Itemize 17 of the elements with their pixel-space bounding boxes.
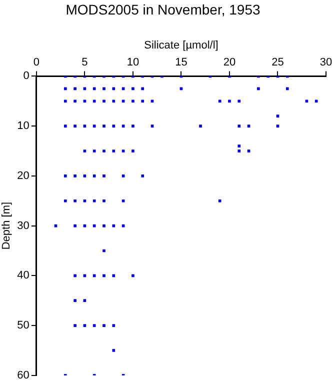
- y-tick-label: 0: [23, 70, 30, 82]
- y-tick-label: 10: [17, 120, 30, 132]
- y-tick-label: 50: [17, 320, 30, 332]
- x-tick-label: 0: [33, 56, 40, 69]
- chart-title: MODS2005 in November, 1953: [66, 1, 260, 18]
- x-tick-label: 30: [320, 56, 332, 69]
- y-tick-label: 30: [17, 220, 30, 232]
- y-tick-label: 60: [17, 369, 30, 382]
- x-tick-label: 5: [82, 56, 88, 69]
- y-tick-label: 20: [17, 170, 30, 182]
- x-tick-label: 15: [175, 56, 188, 69]
- x-tick-label: 20: [223, 56, 236, 69]
- y-tick-label: 40: [17, 270, 30, 282]
- y-axis-title: Depth [m]: [0, 202, 13, 250]
- x-axis-title: Silicate [µmol/l]: [144, 39, 218, 52]
- x-tick-label: 25: [272, 56, 284, 69]
- x-tick-label: 10: [126, 56, 140, 69]
